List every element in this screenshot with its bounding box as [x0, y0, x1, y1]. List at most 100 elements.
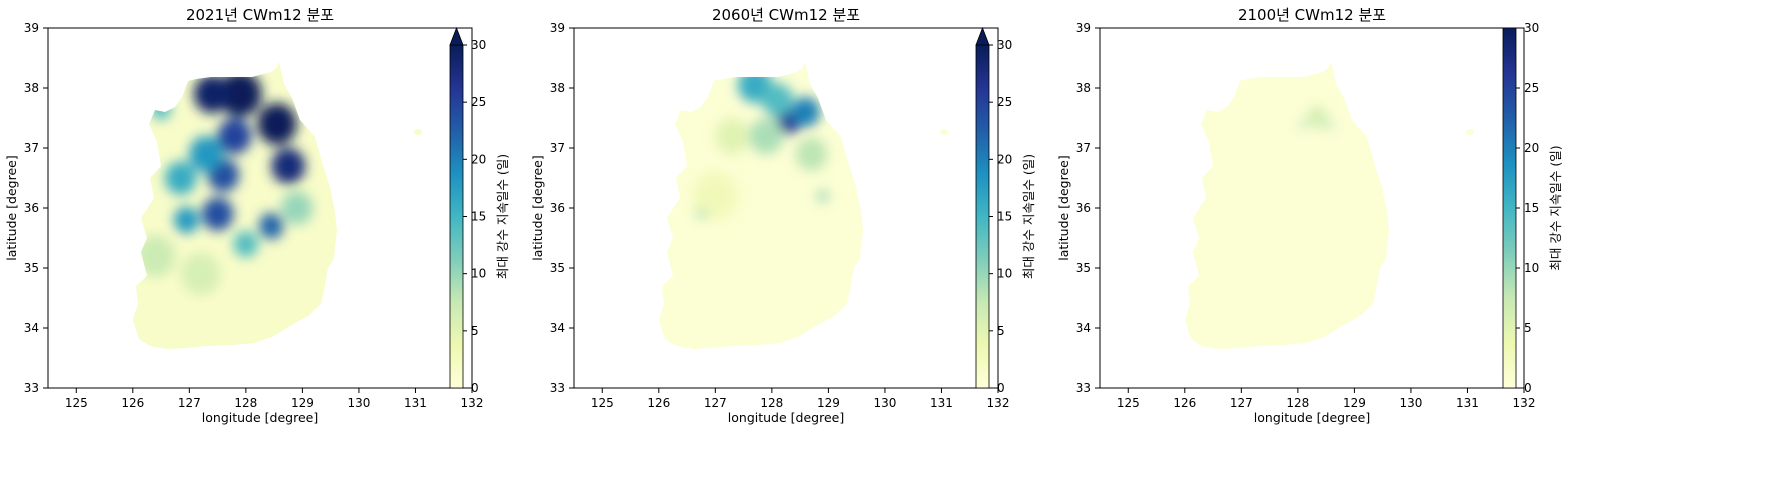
- x-tick-label: 132: [1513, 396, 1536, 410]
- x-tick-label: 127: [178, 396, 201, 410]
- heatmap-hotspot: [258, 212, 284, 240]
- heatmap-hotspot: [749, 118, 784, 154]
- y-tick-label: 39: [1076, 21, 1091, 35]
- colorbar-tick-label: 30: [471, 38, 486, 52]
- y-tick-label: 38: [1076, 81, 1091, 95]
- x-tick-label: 130: [873, 396, 896, 410]
- heatmap-hotspot: [795, 137, 828, 171]
- heatmap-hotspot: [135, 235, 176, 277]
- y-tick-label: 35: [550, 261, 565, 275]
- heatmap-hotspot: [180, 253, 221, 295]
- heatmap-hotspot: [217, 118, 252, 154]
- colorbar-tick-label: 5: [471, 324, 479, 338]
- y-axis-label: latitude [degree]: [1056, 155, 1071, 261]
- heatmap-hotspot: [271, 148, 306, 184]
- x-axis-ticks: 125 126 127 128 129 130 131 132: [1117, 388, 1536, 410]
- heatmap-base: [1185, 62, 1474, 388]
- heatmap-hotspot: [189, 136, 224, 172]
- colorbar-tick-label: 25: [471, 95, 486, 109]
- heatmap-hotspot: [715, 118, 750, 154]
- colorbar: 0 5 10 15 20 25 30: [449, 26, 486, 395]
- x-tick-label: 129: [817, 396, 840, 410]
- y-tick-label: 35: [1076, 261, 1091, 275]
- heatmap-hotspot: [218, 71, 262, 117]
- x-tick-label: 126: [1173, 396, 1196, 410]
- y-tick-label: 36: [550, 201, 565, 215]
- x-tick-label: 128: [234, 396, 257, 410]
- heatmap-hotspot: [201, 197, 234, 231]
- heatmap-hotspot: [1300, 121, 1307, 127]
- x-tick-label: 130: [1399, 396, 1422, 410]
- colorbar-tick-label: 20: [471, 152, 486, 166]
- x-tick-label: 125: [65, 396, 88, 410]
- heatmap-hotspot: [1311, 108, 1319, 116]
- x-tick-label: 131: [930, 396, 953, 410]
- x-tick-label: 132: [987, 396, 1010, 410]
- heatmap-cells: [1185, 62, 1474, 388]
- y-tick-label: 37: [24, 141, 39, 155]
- y-tick-label: 39: [24, 21, 39, 35]
- x-tick-label: 128: [1286, 396, 1309, 410]
- y-tick-label: 38: [550, 81, 565, 95]
- y-tick-label: 34: [24, 321, 39, 335]
- x-tick-label: 126: [647, 396, 670, 410]
- y-axis-label: latitude [degree]: [530, 155, 545, 261]
- chart-title: 2021년 CWm12 분포: [186, 6, 334, 24]
- chart-title: 2060년 CWm12 분포: [712, 6, 860, 24]
- colorbar-tick-label: 20: [1524, 141, 1539, 155]
- colorbar-gradient: [975, 44, 990, 389]
- panel-2060: 2060년 CWm12 분포 125 126 127 128 129 130 131 132 …: [530, 6, 1036, 425]
- heatmap-hotspot: [1326, 122, 1332, 129]
- x-tick-label: 127: [704, 396, 727, 410]
- colorbar-tick-label: 5: [1524, 321, 1532, 335]
- x-tick-label: 130: [347, 396, 370, 410]
- colorbar-tick-label: 20: [997, 152, 1012, 166]
- x-tick-label: 129: [291, 396, 314, 410]
- y-tick-label: 34: [1076, 321, 1091, 335]
- y-axis-label: latitude [degree]: [4, 155, 19, 261]
- heatmap-hotspot: [692, 172, 738, 220]
- colorbar: 0 5 10 15 20 25 30: [1502, 21, 1539, 395]
- y-tick-label: 36: [1076, 201, 1091, 215]
- heatmap-hotspot: [280, 191, 313, 225]
- colorbar-label: 최대 강수 지속일수 (일): [1021, 154, 1036, 279]
- y-axis-ticks: 33 34 35 36 37 38 39: [1076, 21, 1100, 395]
- y-tick-label: 35: [24, 261, 39, 275]
- heatmap-hotspot: [233, 230, 259, 258]
- heatmap-base: [659, 62, 948, 388]
- heatmap-hotspot: [696, 209, 706, 219]
- colorbar-label: 최대 강수 지속일수 (일): [495, 154, 510, 279]
- y-tick-label: 33: [550, 381, 565, 395]
- x-tick-label: 128: [760, 396, 783, 410]
- y-tick-label: 37: [550, 141, 565, 155]
- colorbar-tick-label: 10: [997, 267, 1012, 281]
- colorbar-tick-label: 10: [1524, 261, 1539, 275]
- heatmap-hotspot: [761, 83, 794, 117]
- x-tick-label: 129: [1343, 396, 1366, 410]
- colorbar-tick-label: 5: [997, 324, 1005, 338]
- panel-2100: 2100년 CWm12 분포 125 126 127 128 129 130 131 132 …: [1056, 6, 1563, 425]
- heatmap-cells: [659, 62, 948, 388]
- colorbar-tick-label: 15: [1524, 201, 1539, 215]
- heatmap-base: [133, 62, 422, 388]
- y-tick-label: 33: [24, 381, 39, 395]
- y-tick-label: 39: [550, 21, 565, 35]
- x-tick-label: 131: [404, 396, 427, 410]
- panel-2021: 2021년 CWm12 분포 125 126 127 128 129 130 131 132 …: [4, 6, 510, 425]
- heatmap-field: [1185, 62, 1474, 388]
- x-tick-label: 125: [1117, 396, 1140, 410]
- heatmap-hotspot: [817, 190, 829, 202]
- x-axis-label: longitude [degree]: [202, 410, 318, 425]
- x-tick-label: 125: [591, 396, 614, 410]
- colorbar-gradient: [449, 44, 464, 389]
- x-axis-ticks: 125 126 127 128 129 130 131 132: [65, 388, 484, 410]
- x-axis-label: longitude [degree]: [1254, 410, 1370, 425]
- y-tick-label: 34: [550, 321, 565, 335]
- x-tick-label: 132: [461, 396, 484, 410]
- x-tick-label: 126: [121, 396, 144, 410]
- colorbar-tick-label: 30: [1524, 21, 1539, 35]
- chart-title: 2100년 CWm12 분포: [1238, 6, 1386, 24]
- colorbar-extend-arrow: [975, 26, 990, 46]
- x-tick-label: 131: [1456, 396, 1479, 410]
- x-axis-ticks: 125 126 127 128 129 130 131 132: [591, 388, 1010, 410]
